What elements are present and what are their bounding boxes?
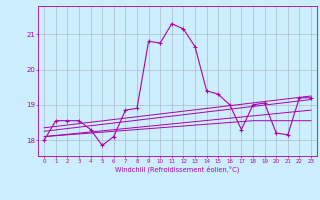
X-axis label: Windchill (Refroidissement éolien,°C): Windchill (Refroidissement éolien,°C) <box>116 166 240 173</box>
